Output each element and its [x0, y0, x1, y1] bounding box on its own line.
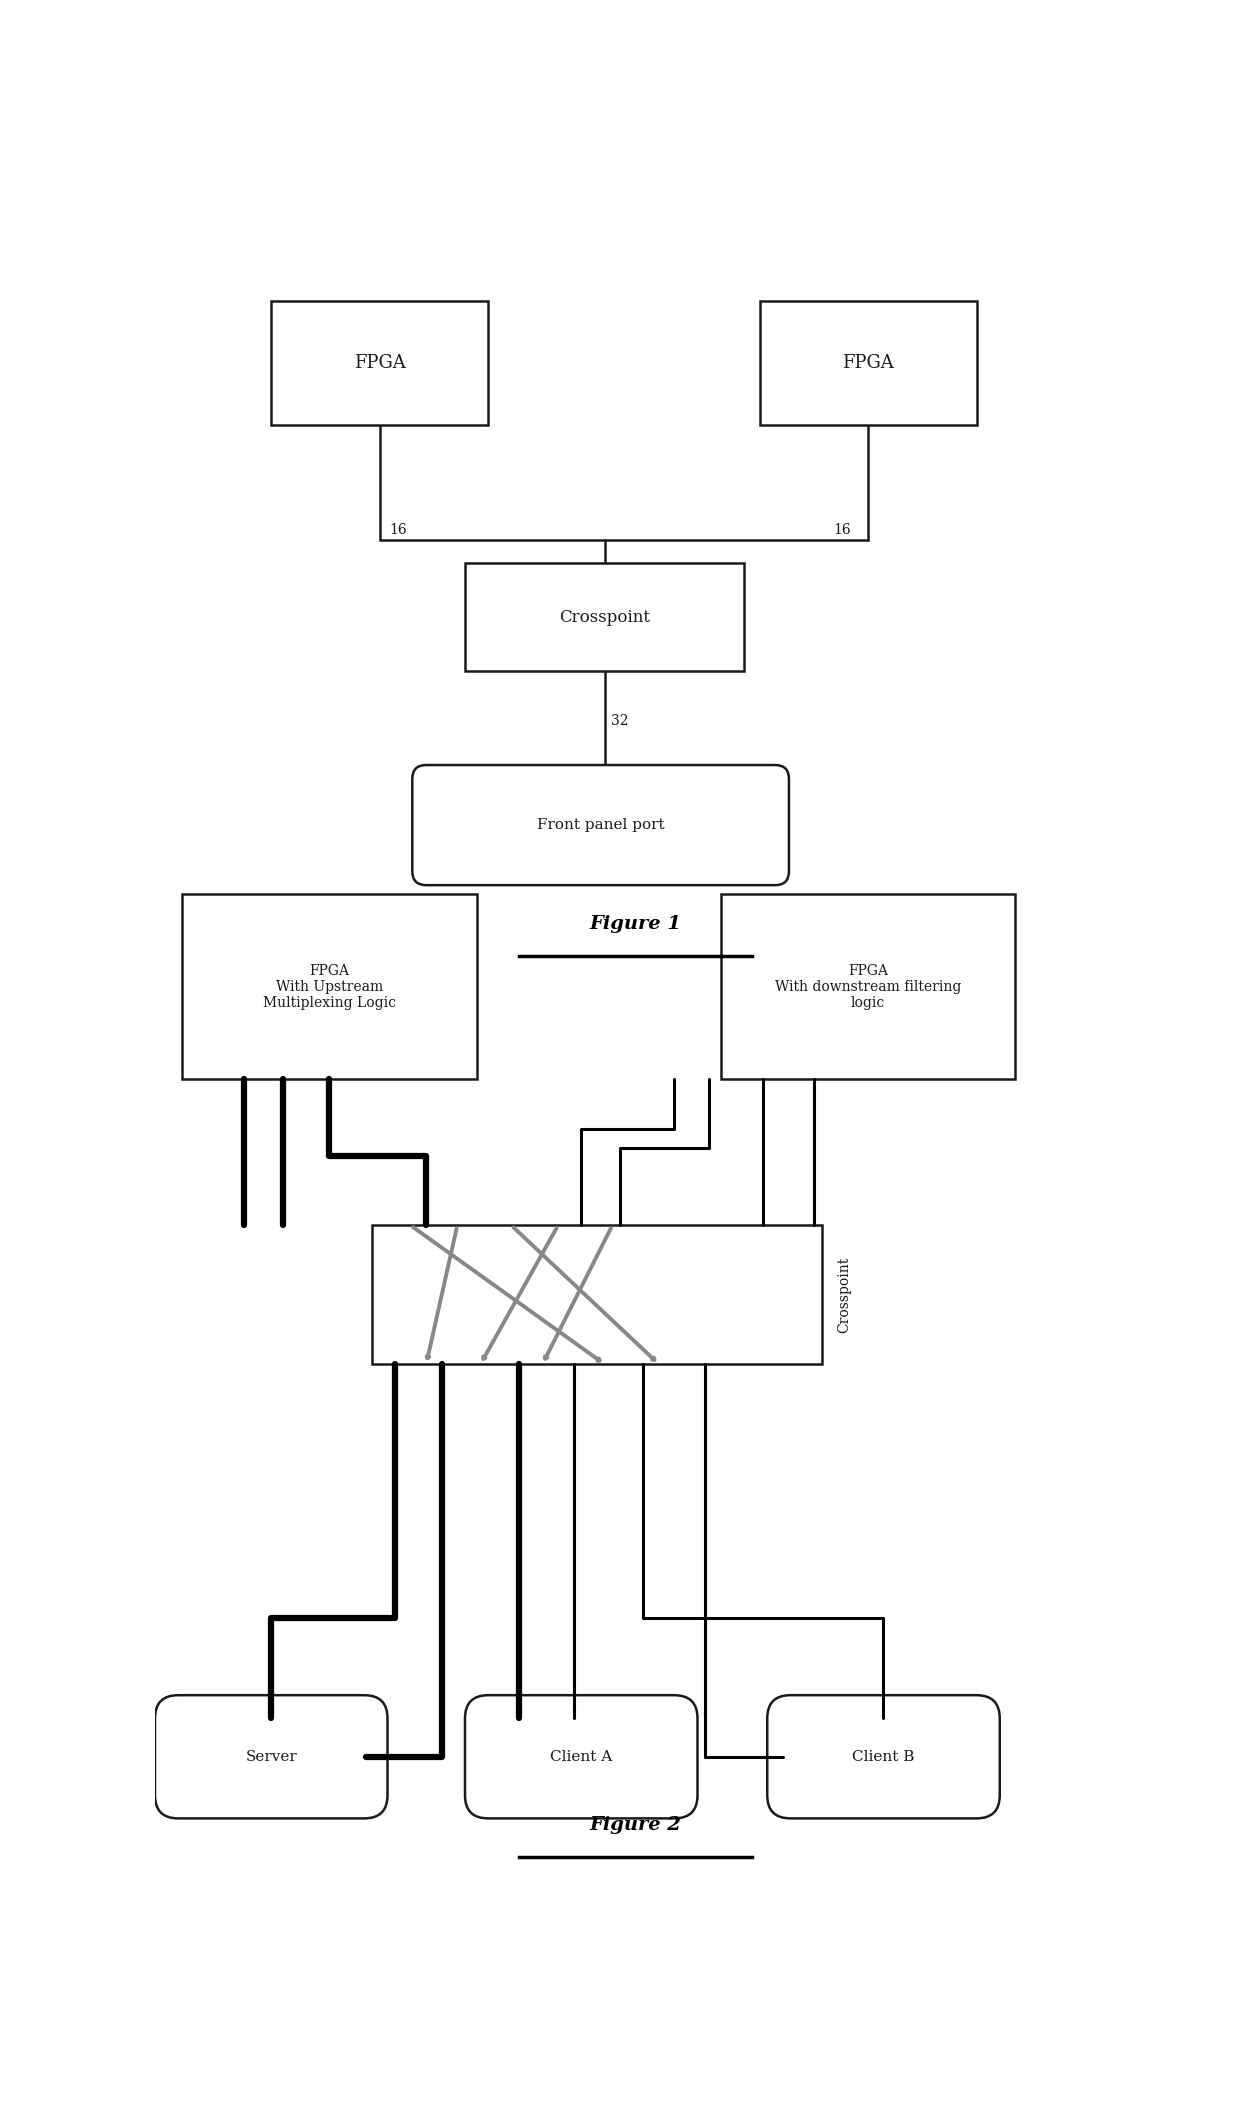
Text: Figure 1: Figure 1 [589, 914, 682, 933]
Text: Crosspoint: Crosspoint [838, 1256, 852, 1332]
FancyBboxPatch shape [272, 301, 489, 424]
Text: 32: 32 [611, 715, 629, 728]
FancyBboxPatch shape [372, 1226, 821, 1364]
FancyBboxPatch shape [465, 1695, 697, 1818]
Text: Figure 2: Figure 2 [589, 1816, 682, 1835]
Text: Client A: Client A [551, 1750, 613, 1765]
FancyBboxPatch shape [759, 301, 977, 424]
Text: FPGA
With downstream filtering
logic: FPGA With downstream filtering logic [775, 963, 961, 1010]
Text: Client B: Client B [852, 1750, 915, 1765]
Text: FPGA: FPGA [353, 354, 405, 371]
FancyBboxPatch shape [720, 895, 1016, 1080]
Text: 16: 16 [833, 524, 851, 537]
FancyBboxPatch shape [768, 1695, 999, 1818]
FancyBboxPatch shape [412, 766, 789, 884]
FancyBboxPatch shape [182, 895, 476, 1080]
Text: FPGA
With Upstream
Multiplexing Logic: FPGA With Upstream Multiplexing Logic [263, 963, 396, 1010]
FancyBboxPatch shape [465, 564, 744, 670]
Text: Front panel port: Front panel port [537, 819, 665, 831]
Text: Server: Server [246, 1750, 298, 1765]
Text: FPGA: FPGA [842, 354, 894, 371]
Text: 16: 16 [389, 524, 407, 537]
FancyBboxPatch shape [155, 1695, 387, 1818]
Text: Crosspoint: Crosspoint [559, 609, 650, 626]
